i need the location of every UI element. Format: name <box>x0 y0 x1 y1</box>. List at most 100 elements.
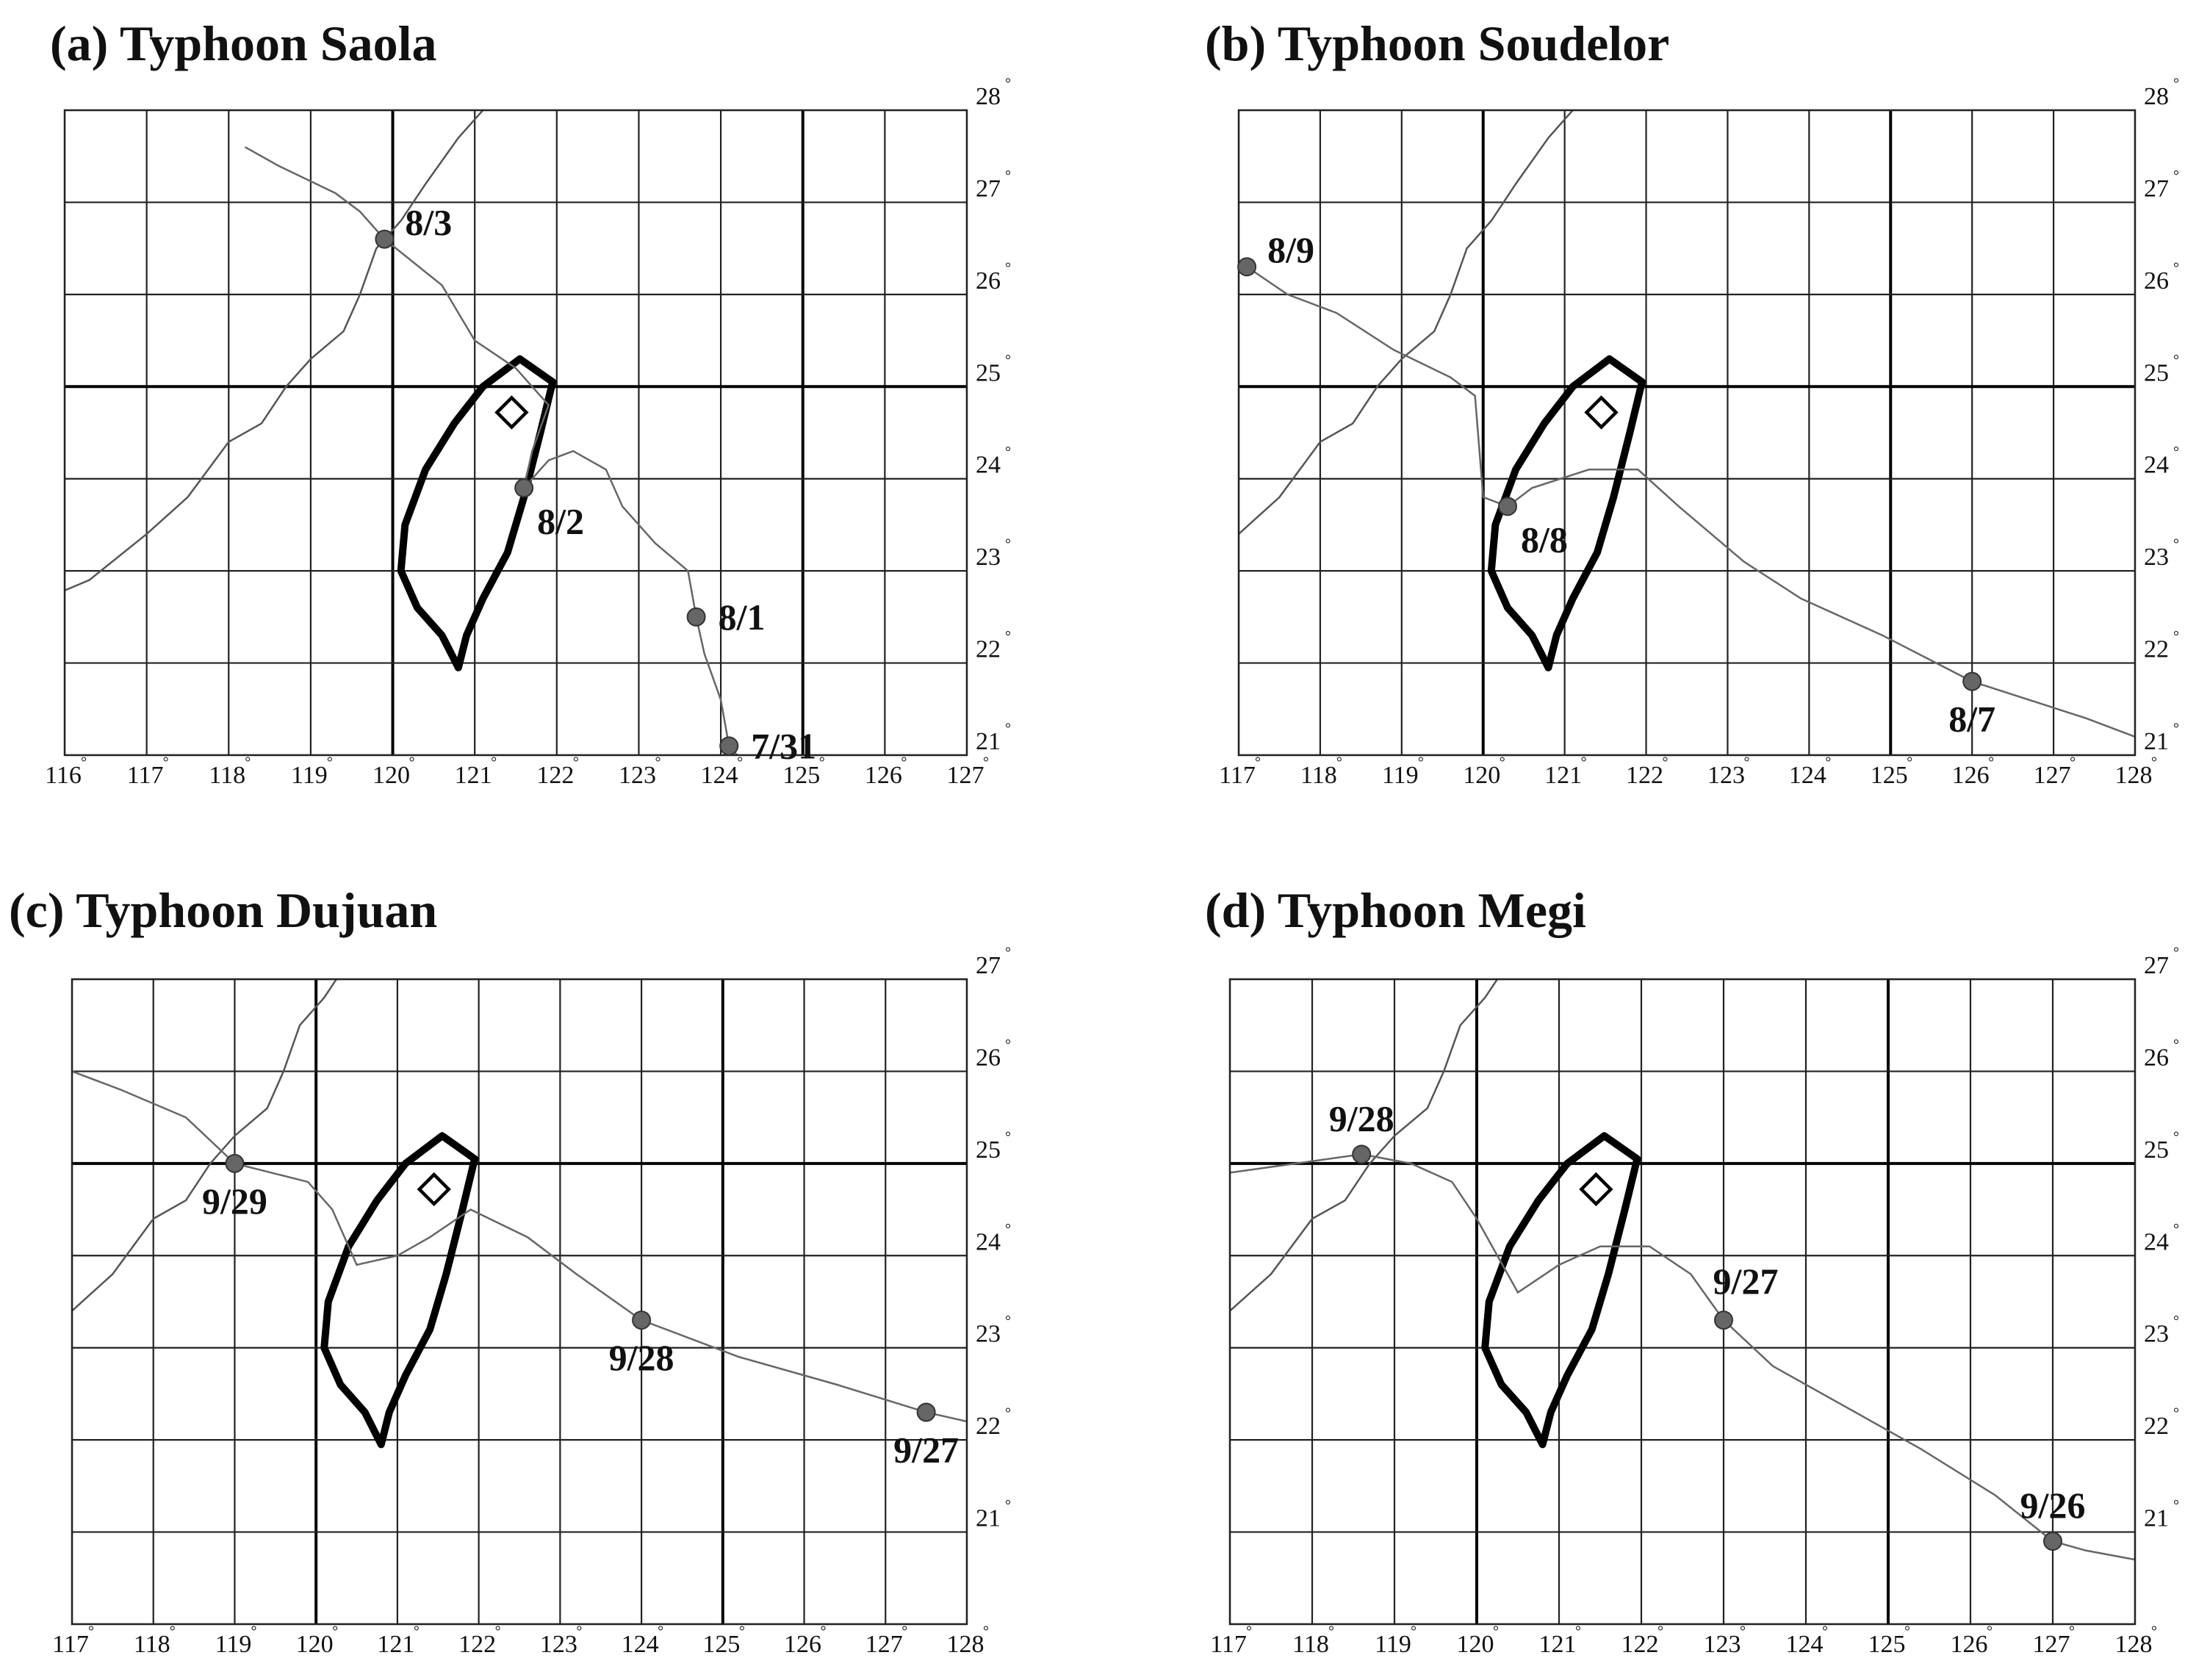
degree-mark: ° <box>2173 536 2179 552</box>
latitude-tick-label: 26 <box>976 267 1001 295</box>
degree-mark: ° <box>1328 1623 1334 1640</box>
longitude-tick-label: 119 <box>215 1631 252 1658</box>
fix-date-label: 8/7 <box>1948 699 1995 740</box>
degree-mark: ° <box>1005 444 1011 461</box>
station-marker <box>1579 1172 1613 1207</box>
degree-mark: ° <box>2173 167 2179 184</box>
track-fix-point <box>1352 1144 1372 1164</box>
typhoon-track <box>1246 266 2135 738</box>
track-fix-point <box>2043 1532 2062 1551</box>
fix-date-label: 8/2 <box>537 500 584 541</box>
degree-mark: ° <box>495 1623 501 1640</box>
degree-mark: ° <box>1825 754 1831 771</box>
longitude-tick-label: 124 <box>622 1631 659 1658</box>
longitude-tick-label: 123 <box>619 762 656 789</box>
degree-mark: ° <box>2173 629 2179 645</box>
degree-mark: ° <box>1987 1623 1993 1640</box>
degree-mark: ° <box>1822 1623 1828 1640</box>
track-fix-point <box>1714 1311 1733 1330</box>
degree-mark: ° <box>1005 536 1011 552</box>
track-fix-point <box>632 1311 652 1330</box>
degree-mark: ° <box>1418 754 1424 771</box>
degree-mark: ° <box>1005 721 1011 737</box>
fix-date-label: 7/31 <box>751 725 816 766</box>
degree-mark: ° <box>88 1623 94 1640</box>
latitude-tick-label: 23 <box>2144 544 2169 571</box>
map-frame <box>1237 109 2137 757</box>
panel-title: (c) Typhoon Dujuan <box>9 882 437 938</box>
degree-mark: ° <box>1493 1623 1499 1640</box>
latitude-tick-label: 28 <box>976 83 1001 110</box>
latitude-tick-label: 23 <box>976 544 1001 571</box>
latitude-tick-label: 26 <box>2144 267 2169 295</box>
latitude-tick-label: 21 <box>976 728 1001 755</box>
map-frame <box>71 978 968 1626</box>
degree-mark: ° <box>1575 1623 1581 1640</box>
track-fix-point <box>686 607 706 627</box>
longitude-tick-label: 122 <box>458 1631 496 1658</box>
degree-mark: ° <box>1743 754 1749 771</box>
latitude-tick-label: 26 <box>976 1044 1001 1071</box>
latitude-tick-label: 25 <box>976 359 1001 386</box>
degree-mark: ° <box>1657 1623 1663 1640</box>
degree-mark: ° <box>2173 352 2179 368</box>
degree-mark: ° <box>1005 945 1011 961</box>
longitude-tick-label: 121 <box>455 762 492 789</box>
degree-mark: ° <box>2173 1313 2179 1330</box>
latitude-tick-label: 21 <box>2144 728 2169 755</box>
longitude-tick-label: 127 <box>865 1631 903 1658</box>
map-content <box>1239 110 2135 755</box>
longitude-tick-label: 126 <box>1951 1631 1988 1658</box>
taiwan-outline <box>320 1132 479 1449</box>
longitude-tick-label: 119 <box>1375 1631 1411 1658</box>
degree-mark: ° <box>1005 167 1011 184</box>
degree-mark: ° <box>170 1623 176 1640</box>
longitude-tick-label: 118 <box>209 762 245 789</box>
longitude-tick-label: 122 <box>1626 762 1663 789</box>
latitude-tick-label: 25 <box>976 1136 1001 1164</box>
longitude-tick-label: 124 <box>1786 1631 1824 1658</box>
longitude-tick-label: 116 <box>45 762 82 789</box>
panel-title: (d) Typhoon Megi <box>1205 882 1586 938</box>
map-content <box>65 110 967 755</box>
track-fix-point <box>916 1402 936 1422</box>
longitude-tick-label: 120 <box>1463 762 1500 789</box>
longitude-tick-label: 125 <box>782 762 820 789</box>
longitude-tick-label: 119 <box>291 762 328 789</box>
degree-mark: ° <box>251 1623 256 1640</box>
degree-mark: ° <box>2173 260 2179 276</box>
degree-mark: ° <box>655 754 660 771</box>
fix-date-label: 9/29 <box>202 1180 267 1222</box>
map-frame <box>63 109 968 757</box>
taiwan-outline <box>1487 355 1646 671</box>
longitude-tick-label: 120 <box>1457 1631 1494 1658</box>
degree-mark: ° <box>576 1623 582 1640</box>
degree-mark: ° <box>2173 76 2179 92</box>
degree-mark: ° <box>983 754 989 771</box>
degree-mark: ° <box>983 1623 989 1640</box>
latitude-tick-label: 22 <box>976 1413 1001 1440</box>
degree-mark: ° <box>1663 754 1669 771</box>
fix-date-label: 9/27 <box>1713 1261 1779 1302</box>
fix-date-label: 9/26 <box>2020 1485 2086 1526</box>
degree-mark: ° <box>1005 1037 1011 1053</box>
longitude-tick-label: 121 <box>1544 762 1582 789</box>
longitude-tick-label: 123 <box>540 1631 577 1658</box>
track-fix-point <box>514 478 534 498</box>
longitude-tick-label: 127 <box>2034 762 2071 789</box>
map-frame <box>1228 978 2137 1626</box>
degree-mark: ° <box>2173 1037 2179 1053</box>
station-marker <box>417 1172 451 1207</box>
degree-mark: ° <box>1005 1313 1011 1330</box>
fix-date-label: 9/28 <box>1329 1097 1394 1139</box>
degree-mark: ° <box>1005 260 1011 276</box>
china-coastline <box>1230 979 1499 1313</box>
degree-mark: ° <box>819 754 825 771</box>
degree-mark: ° <box>414 1623 420 1640</box>
degree-mark: ° <box>1246 1623 1252 1640</box>
longitude-tick-label: 126 <box>1952 762 1990 789</box>
china-coastline <box>72 979 338 1313</box>
degree-mark: ° <box>2070 754 2076 771</box>
